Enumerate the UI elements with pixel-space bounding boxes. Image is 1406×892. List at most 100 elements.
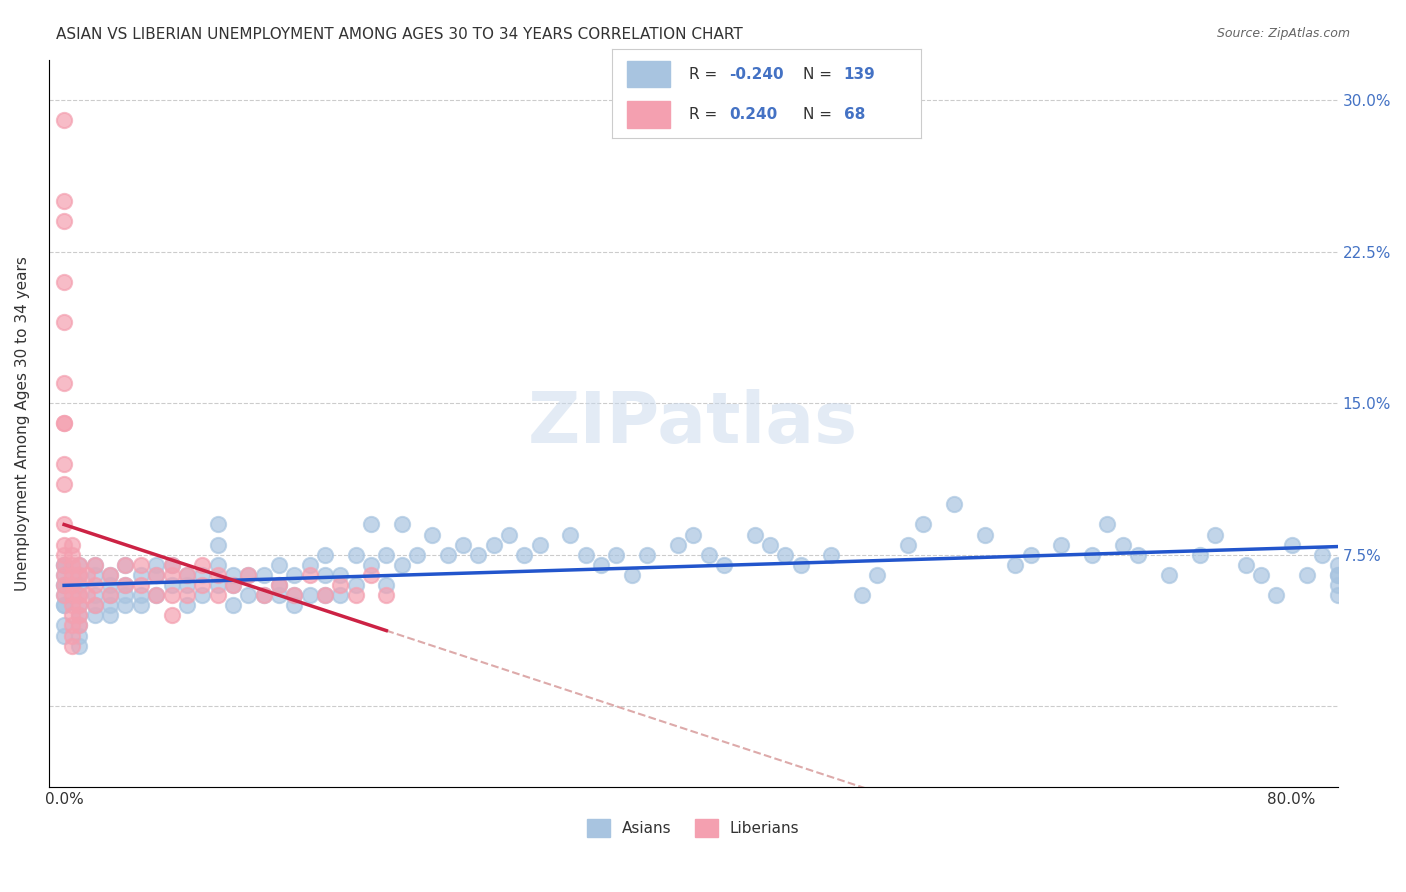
Point: [1296, 568, 1319, 582]
Point: [53, 194, 76, 208]
Point: [222, 599, 245, 613]
Point: [283, 588, 305, 602]
Point: [314, 548, 336, 562]
Point: [697, 548, 720, 562]
Point: [53, 548, 76, 562]
Point: [160, 558, 183, 572]
Point: [360, 517, 382, 532]
Point: [60, 588, 83, 602]
Point: [76, 588, 98, 602]
Point: [973, 527, 995, 541]
Point: [60, 568, 83, 582]
Point: [53, 417, 76, 431]
Point: [83, 568, 105, 582]
Text: ASIAN VS LIBERIAN UNEMPLOYMENT AMONG AGES 30 TO 34 YEARS CORRELATION CHART: ASIAN VS LIBERIAN UNEMPLOYMENT AMONG AGE…: [56, 27, 742, 42]
Point: [53, 578, 76, 592]
Point: [129, 568, 152, 582]
Point: [83, 608, 105, 623]
Bar: [627, 61, 671, 87]
Point: [145, 568, 167, 582]
Point: [53, 578, 76, 592]
Point: [83, 558, 105, 572]
Point: [1281, 538, 1303, 552]
Point: [314, 588, 336, 602]
Point: [252, 568, 274, 582]
Point: [344, 578, 367, 592]
Point: [145, 568, 167, 582]
Point: [451, 538, 474, 552]
Point: [53, 599, 76, 613]
Point: [1157, 568, 1180, 582]
Point: [83, 599, 105, 613]
Point: [67, 608, 90, 623]
Text: -0.240: -0.240: [730, 67, 783, 81]
Point: [482, 538, 505, 552]
Point: [114, 599, 136, 613]
Point: [314, 568, 336, 582]
Point: [114, 558, 136, 572]
Point: [67, 618, 90, 632]
Point: [98, 608, 121, 623]
Point: [897, 538, 920, 552]
Point: [60, 608, 83, 623]
Point: [298, 588, 321, 602]
Point: [283, 599, 305, 613]
Point: [53, 558, 76, 572]
Point: [636, 548, 658, 562]
Point: [53, 113, 76, 128]
Point: [360, 558, 382, 572]
Point: [114, 558, 136, 572]
Point: [67, 629, 90, 643]
Point: [53, 599, 76, 613]
Point: [129, 588, 152, 602]
Point: [207, 558, 229, 572]
Point: [1326, 558, 1348, 572]
Point: [98, 599, 121, 613]
Point: [436, 548, 458, 562]
Point: [67, 588, 90, 602]
Point: [1019, 548, 1042, 562]
Point: [176, 568, 198, 582]
Point: [1112, 538, 1135, 552]
Point: [360, 568, 382, 582]
Point: [498, 527, 520, 541]
Point: [191, 578, 214, 592]
Point: [53, 558, 76, 572]
Point: [513, 548, 536, 562]
Point: [160, 578, 183, 592]
Point: [53, 457, 76, 471]
Point: [329, 588, 352, 602]
Point: [67, 558, 90, 572]
Point: [67, 599, 90, 613]
Point: [1250, 568, 1272, 582]
Point: [98, 588, 121, 602]
Point: [53, 376, 76, 390]
Point: [252, 588, 274, 602]
Point: [283, 588, 305, 602]
Point: [1128, 548, 1150, 562]
Point: [467, 548, 489, 562]
Point: [207, 578, 229, 592]
Point: [329, 578, 352, 592]
Legend: Asians, Liberians: Asians, Liberians: [579, 811, 807, 845]
Point: [53, 629, 76, 643]
Point: [67, 568, 90, 582]
Point: [129, 599, 152, 613]
Point: [591, 558, 613, 572]
Point: [775, 548, 797, 562]
Point: [60, 578, 83, 592]
Text: R =: R =: [689, 67, 723, 81]
Point: [713, 558, 735, 572]
Point: [560, 527, 582, 541]
Text: R =: R =: [689, 107, 727, 121]
Point: [176, 578, 198, 592]
Point: [1265, 588, 1288, 602]
Point: [222, 568, 245, 582]
Point: [605, 548, 627, 562]
Point: [620, 568, 643, 582]
Point: [53, 214, 76, 228]
Point: [820, 548, 842, 562]
Point: [176, 588, 198, 602]
Point: [191, 568, 214, 582]
Point: [207, 538, 229, 552]
